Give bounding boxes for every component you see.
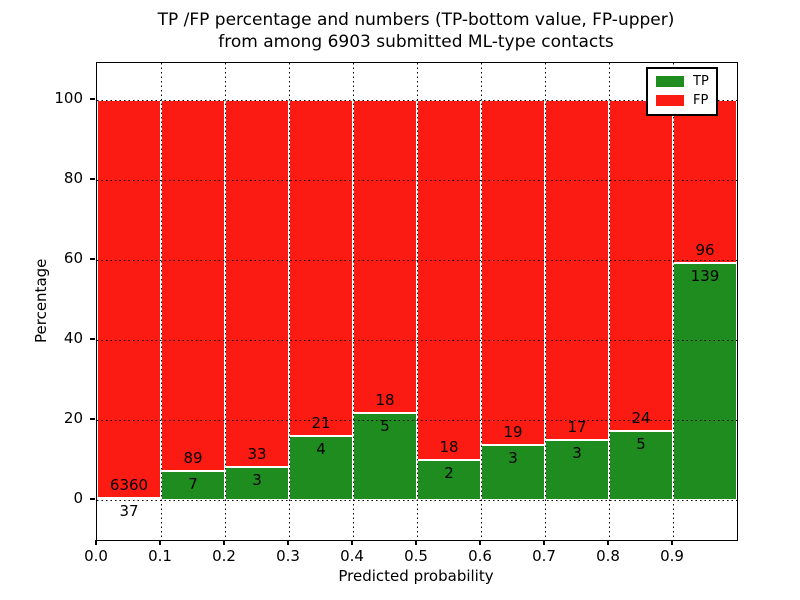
v-gridline bbox=[352, 63, 354, 540]
bar-tp-count-label: 37 bbox=[119, 501, 139, 520]
y-tick-mark bbox=[90, 498, 95, 500]
bar-fp-count-label: 6360 bbox=[109, 475, 149, 494]
y-tick-label: 100 bbox=[54, 89, 83, 107]
y-tick-label: 0 bbox=[73, 489, 83, 507]
x-tick-mark bbox=[671, 540, 673, 545]
bar-fp-count-label: 96 bbox=[695, 241, 715, 260]
y-tick-label: 80 bbox=[63, 169, 83, 187]
v-gridline bbox=[160, 63, 162, 540]
chart-title-line2: from among 6903 submitted ML-type contac… bbox=[218, 32, 614, 52]
x-tick-mark bbox=[223, 540, 225, 545]
bar-fp-count-label: 19 bbox=[503, 423, 523, 442]
bar-segment-fp bbox=[225, 100, 289, 467]
v-gridline bbox=[608, 63, 610, 540]
bar-segment-tp bbox=[673, 263, 737, 500]
bar-tp-count-label: 5 bbox=[636, 435, 646, 454]
bar-segment-fp bbox=[161, 100, 225, 471]
v-gridline bbox=[672, 63, 674, 540]
bar-segment-fp bbox=[673, 100, 737, 264]
bar-fp-count-label: 18 bbox=[439, 438, 459, 456]
x-axis-ticks: 0.0 0.1 0.2 0.3 0.4 0.5 0.6 0.7 0.8 0.9 bbox=[84, 539, 740, 595]
bar-segment-fp bbox=[481, 100, 545, 446]
bar-segment-tp bbox=[225, 466, 289, 500]
bar-segment-fp bbox=[545, 100, 609, 440]
v-gridline bbox=[416, 63, 418, 540]
x-tick-mark bbox=[351, 540, 353, 545]
y-tick-mark bbox=[90, 418, 95, 420]
tp-legend-label: TP bbox=[693, 74, 709, 89]
bar-fp-count-label: 18 bbox=[375, 391, 395, 410]
y-tick-mark bbox=[90, 98, 95, 100]
x-axis-label: Predicted probability bbox=[338, 567, 494, 585]
bar-tp-count-label: 3 bbox=[252, 470, 262, 489]
bar-fp-count-label: 24 bbox=[631, 409, 651, 428]
x-tick-mark bbox=[415, 540, 417, 545]
y-axis-ticks: 0 20 40 60 80 100 bbox=[0, 62, 96, 539]
x-tick-mark bbox=[159, 540, 161, 545]
bar-fp-count-label: 89 bbox=[183, 448, 203, 467]
bar-segment-tp bbox=[417, 460, 481, 500]
x-tick-mark bbox=[95, 540, 97, 545]
fp-legend-swatch bbox=[656, 95, 684, 106]
fp-legend-label: FP bbox=[693, 93, 709, 108]
bar-segment-fp bbox=[97, 100, 161, 498]
bar-segment-fp bbox=[609, 100, 673, 432]
x-tick-mark bbox=[543, 540, 545, 545]
bar-tp-count-label: 5 bbox=[380, 417, 390, 436]
v-gridline bbox=[544, 63, 546, 540]
x-tick-mark bbox=[479, 540, 481, 545]
x-tick-label: 0.7 bbox=[532, 547, 556, 565]
y-tick-label: 40 bbox=[63, 329, 83, 347]
x-tick-label: 0.2 bbox=[212, 547, 236, 565]
y-tick-mark bbox=[90, 338, 95, 340]
x-tick-label: 0.6 bbox=[468, 547, 492, 565]
tp-legend-swatch bbox=[656, 76, 684, 87]
bar-segment-tp bbox=[289, 436, 353, 500]
x-tick-label: 0.3 bbox=[276, 547, 300, 565]
y-tick-mark bbox=[90, 258, 95, 260]
bar-tp-count-label: 3 bbox=[572, 444, 582, 462]
bar-segment-tp bbox=[481, 445, 545, 500]
x-tick-label: 0.0 bbox=[84, 547, 108, 565]
x-tick-mark bbox=[287, 540, 289, 545]
legend: TP FP bbox=[646, 67, 718, 116]
x-tick-label: 0.5 bbox=[404, 547, 428, 565]
y-tick-label: 20 bbox=[63, 409, 83, 427]
bar-segment-tp bbox=[353, 413, 417, 500]
v-gridline bbox=[288, 63, 290, 540]
y-tick-label: 60 bbox=[63, 249, 83, 267]
x-tick-label: 0.4 bbox=[340, 547, 364, 565]
chart-title: TP /FP percentage and numbers (TP-bottom… bbox=[96, 9, 736, 53]
legend-entry-fp: FP bbox=[656, 94, 716, 107]
chart-title-line1: TP /FP percentage and numbers (TP-bottom… bbox=[157, 10, 675, 30]
bar-tp-count-label: 4 bbox=[316, 440, 326, 458]
v-gridline bbox=[224, 63, 226, 540]
bar-fp-count-label: 33 bbox=[247, 444, 267, 463]
bar-tp-count-label: 2 bbox=[444, 464, 454, 482]
x-tick-label: 0.8 bbox=[596, 547, 620, 565]
v-gridline bbox=[480, 63, 482, 540]
bar-tp-count-label: 3 bbox=[508, 449, 518, 468]
plot-area: TP FP 6360 37 89 7 33 3 21 4 18 5 18 2 19 3 17 3 24 5 96 13… bbox=[96, 62, 738, 541]
bar-segment-tp bbox=[609, 431, 673, 500]
bar-fp-count-label: 21 bbox=[311, 414, 331, 432]
legend-entry-tp: TP bbox=[656, 75, 716, 88]
bar-segment-fp bbox=[417, 100, 481, 460]
bar-segment-fp bbox=[289, 100, 353, 436]
bar-fp-count-label: 17 bbox=[567, 418, 587, 436]
x-tick-mark bbox=[607, 540, 609, 545]
bar-tp-count-label: 139 bbox=[690, 267, 720, 286]
x-tick-label: 0.9 bbox=[660, 547, 684, 565]
bar-segment-fp bbox=[353, 100, 417, 414]
y-tick-mark bbox=[90, 178, 95, 180]
bar-tp-count-label: 7 bbox=[188, 474, 198, 493]
x-tick-label: 0.1 bbox=[148, 547, 172, 565]
bar-segment-tp bbox=[161, 470, 225, 500]
